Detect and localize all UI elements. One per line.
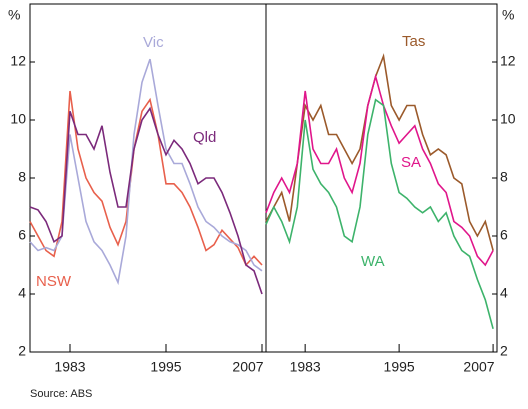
x-tick-label: 1983 [54,359,85,375]
y-tick-label: 12 [500,53,516,69]
y-tick-label: 10 [10,111,26,127]
source-note: Source: ABS [30,388,92,400]
series-line [29,106,263,295]
series-line [265,73,494,267]
series-label: Vic [143,34,164,51]
y-tick-label: 8 [18,169,26,185]
series-label: NSW [36,273,72,290]
series-line [265,98,494,330]
series-line [29,58,263,286]
series-label: Tas [402,33,425,50]
y-tick-label: 10 [500,111,516,127]
y-tick-label: 8 [500,169,508,185]
x-tick-label: 2007 [232,359,263,375]
y-tick-label: 4 [500,285,508,301]
series-line [265,53,494,251]
x-tick-label: 1995 [384,359,415,375]
series-label: SA [401,154,421,171]
x-tick-label: 1983 [290,359,321,375]
y-tick-label: 2 [500,343,508,359]
y-axis-unit: % [502,7,514,23]
series-label: WA [361,253,385,270]
y-tick-label: 12 [10,53,26,69]
y-tick-label: 4 [18,285,26,301]
x-tick-label: 1995 [150,359,181,375]
y-tick-label: 6 [18,227,26,243]
x-tick-label: 2007 [463,359,494,375]
series-label: Qld [193,129,216,146]
y-tick-label: 6 [500,227,508,243]
y-axis-unit: % [8,7,20,23]
y-tick-label: 2 [18,343,26,359]
series-line [29,90,263,267]
